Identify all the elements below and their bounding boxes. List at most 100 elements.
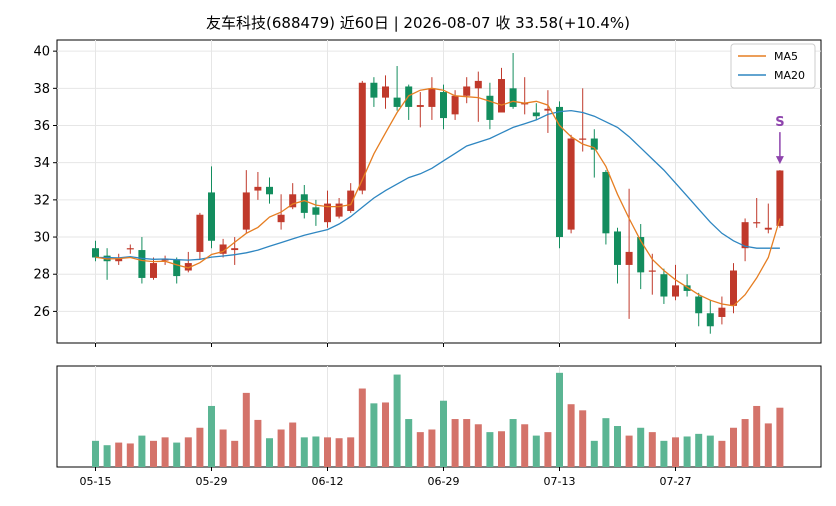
candle bbox=[718, 296, 726, 325]
x-tick-label: 05-15 bbox=[80, 475, 112, 488]
y-tick-label: 38 bbox=[33, 82, 50, 97]
ma5-line bbox=[95, 87, 781, 307]
legend-ma20-label: MA20 bbox=[774, 69, 805, 82]
candle-body bbox=[498, 79, 505, 113]
volume-bar bbox=[451, 419, 459, 467]
candle bbox=[602, 170, 610, 245]
volume-bar bbox=[208, 405, 215, 467]
candle-body bbox=[335, 203, 343, 217]
candle-body bbox=[115, 257, 123, 262]
candle-body bbox=[695, 296, 703, 314]
sell-signal-marker: S bbox=[775, 115, 785, 165]
candle-body bbox=[614, 231, 621, 265]
volume-bar bbox=[556, 372, 563, 467]
volume-bar bbox=[138, 435, 146, 467]
candle-body bbox=[440, 92, 447, 119]
x-tick-label: 06-29 bbox=[428, 475, 460, 488]
candle bbox=[347, 183, 355, 213]
volume-bar bbox=[590, 440, 598, 467]
price-panel-frame bbox=[56, 39, 822, 344]
volume-bar bbox=[115, 442, 123, 467]
candle bbox=[776, 170, 784, 228]
price-y-axis: 26 28 30 32 34 36 38 40 bbox=[33, 45, 57, 320]
candle-body bbox=[231, 248, 239, 251]
candle bbox=[358, 80, 366, 195]
volume-panel: 05-15 05-29 06-12 06-29 07-13 07-27 bbox=[56, 343, 822, 488]
y-tick-label: 32 bbox=[33, 193, 50, 208]
candle-body bbox=[567, 138, 575, 230]
y-tick-label: 26 bbox=[33, 305, 50, 320]
candle-body bbox=[648, 270, 656, 272]
volume-bar bbox=[741, 419, 749, 467]
candle-body bbox=[683, 285, 691, 291]
candlestick-series bbox=[92, 53, 784, 334]
volume-bar bbox=[161, 437, 169, 467]
candle bbox=[289, 183, 297, 210]
volume-bar bbox=[370, 403, 378, 467]
candle bbox=[300, 184, 308, 219]
candle-body bbox=[637, 237, 645, 273]
candle-body bbox=[660, 274, 668, 297]
volume-bar bbox=[706, 435, 714, 467]
candle bbox=[544, 90, 552, 133]
volume-bar bbox=[289, 422, 297, 467]
volume-bar bbox=[474, 424, 482, 467]
candle-body bbox=[474, 80, 482, 89]
volume-bar bbox=[579, 410, 587, 467]
volume-bar bbox=[498, 431, 505, 467]
candle-body bbox=[266, 186, 273, 195]
candle-body bbox=[579, 138, 587, 140]
candle bbox=[648, 253, 656, 295]
candle-body bbox=[289, 194, 297, 208]
volume-bar bbox=[625, 435, 633, 467]
volume-bar bbox=[486, 432, 494, 467]
sell-signal-label: S bbox=[775, 115, 784, 130]
candle bbox=[463, 77, 471, 104]
candle-body bbox=[706, 313, 714, 327]
candle bbox=[208, 166, 215, 249]
candle bbox=[266, 177, 273, 204]
candle bbox=[254, 171, 262, 200]
volume-bar bbox=[266, 438, 273, 467]
candle-body bbox=[277, 214, 285, 223]
volume-bar bbox=[416, 432, 424, 467]
volume-bar bbox=[614, 426, 621, 467]
volume-bar bbox=[393, 374, 401, 467]
volume-bar bbox=[231, 440, 239, 467]
volume-bar bbox=[718, 440, 726, 467]
y-tick-label: 36 bbox=[33, 119, 50, 134]
candle-body bbox=[532, 112, 540, 117]
candle bbox=[730, 263, 737, 314]
candle bbox=[672, 264, 679, 301]
y-tick-label: 40 bbox=[33, 45, 50, 60]
candle bbox=[556, 101, 563, 249]
sell-signal-arrow-head bbox=[775, 156, 784, 165]
price-panel: 26 28 30 32 34 36 38 40 S MA5 MA20 bbox=[33, 39, 822, 344]
y-tick-label: 34 bbox=[33, 156, 50, 171]
candle-body bbox=[219, 244, 227, 254]
y-tick-label: 30 bbox=[33, 231, 50, 246]
candle-body bbox=[347, 190, 355, 212]
candle-body bbox=[242, 192, 250, 230]
candle-body bbox=[173, 259, 181, 277]
candle-body bbox=[150, 263, 157, 278]
volume-bar bbox=[126, 443, 134, 467]
volume-bars bbox=[92, 372, 784, 467]
volume-bar bbox=[196, 427, 204, 467]
candle bbox=[335, 198, 343, 219]
volume-bar bbox=[242, 392, 250, 467]
volume-bar bbox=[753, 405, 761, 467]
x-tick-label: 07-27 bbox=[660, 475, 692, 488]
volume-bar bbox=[764, 423, 772, 467]
volume-bar bbox=[347, 437, 355, 467]
volume-bar bbox=[335, 438, 343, 467]
candle-body bbox=[393, 97, 401, 107]
volume-bar bbox=[509, 419, 517, 467]
volume-bar bbox=[463, 419, 471, 467]
volume-bar bbox=[103, 445, 111, 467]
volume-bar bbox=[683, 436, 691, 467]
candle-body bbox=[196, 214, 204, 252]
candle-body bbox=[382, 86, 389, 98]
candle-body bbox=[208, 192, 215, 241]
